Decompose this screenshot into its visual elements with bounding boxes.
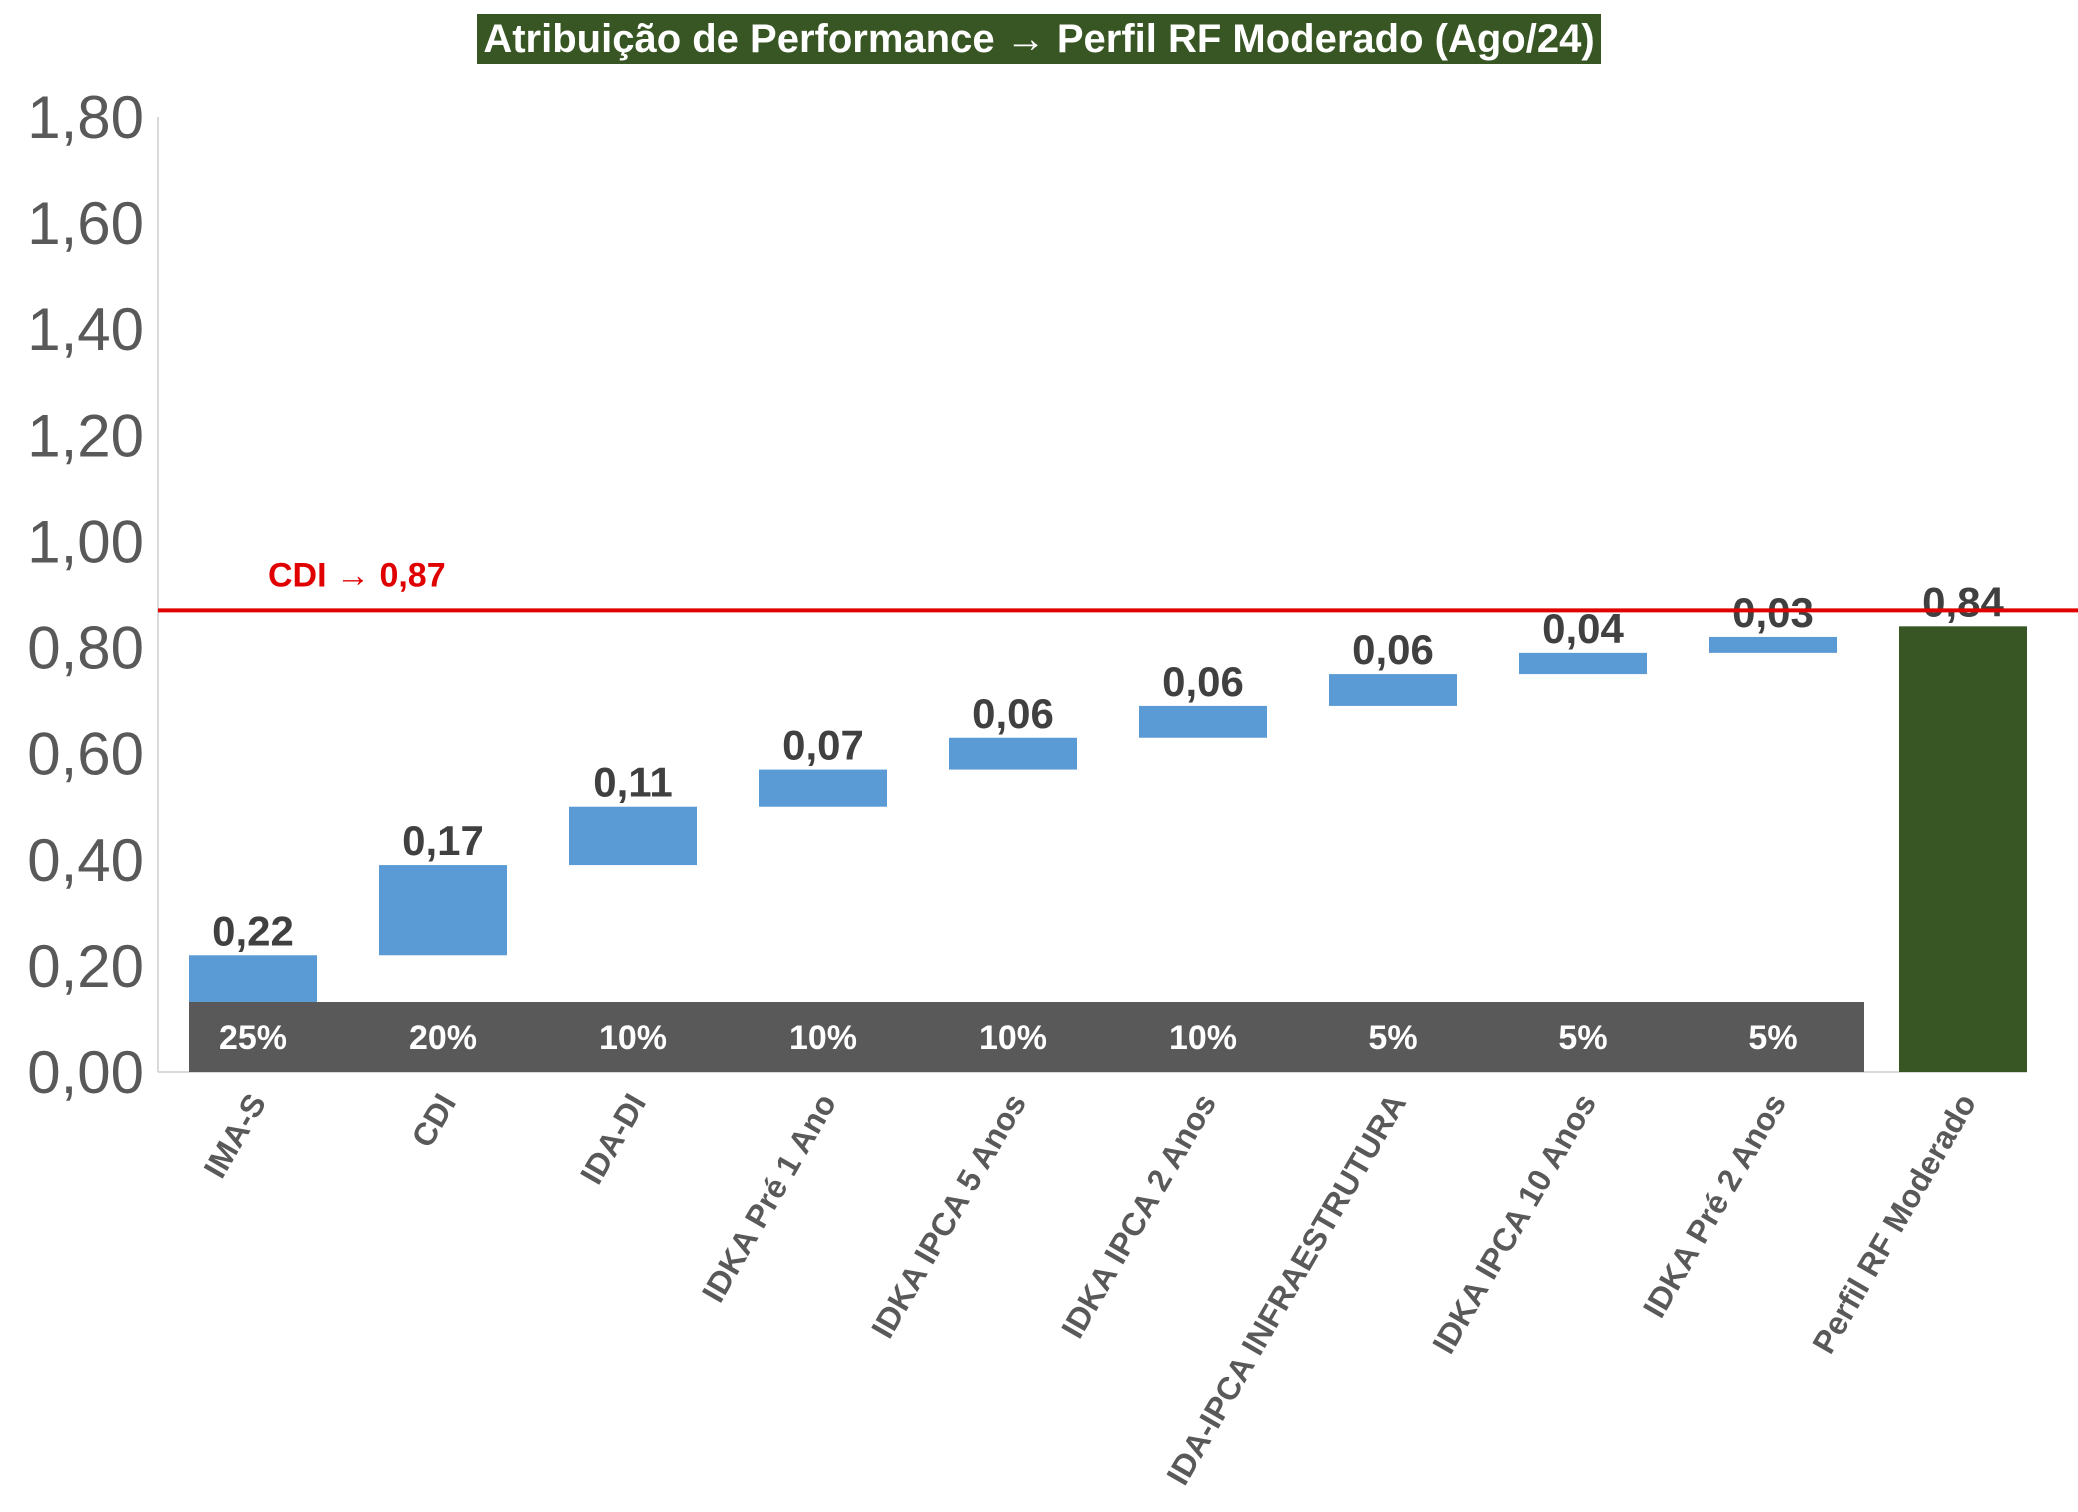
increment-bar [949,737,1077,770]
y-tick-label: 1,60 [27,190,144,257]
weight-label: 10% [1169,1019,1237,1057]
x-category-label: IDKA IPCA 5 Anos [864,1088,1033,1345]
value-label: 0,22 [212,907,294,954]
chart-title: Atribuição de Performance → Perfil RF Mo… [477,14,1601,64]
weight-label: 20% [409,1019,477,1057]
weight-band: 25% 20% 10% 10% 10% 10% 5% 5% 5% [189,1002,1864,1072]
x-category-label: IDKA Pré 1 Ano [695,1088,843,1309]
increment-bar [759,769,887,807]
weight-label: 25% [219,1019,287,1057]
increment-bar [1519,652,1647,675]
y-tick-label: 1,40 [27,296,144,363]
increment-bar [1329,674,1457,706]
increment-bar [1709,636,1837,653]
weight-label: 10% [789,1019,857,1057]
y-tick-label: 0,40 [27,827,144,894]
x-category-label: IDKA IPCA 10 Anos [1425,1088,1603,1360]
reference-line-group: CDI → 0,87 [158,556,2078,613]
x-category-label: IMA-S [197,1088,274,1185]
bars [189,626,2027,1072]
x-category-label: Perfil RF Moderado [1805,1088,1983,1360]
increment-bar [379,865,507,956]
value-label: 0,11 [593,759,672,806]
value-label: 0,06 [1162,658,1244,705]
cdi-reference-label: CDI → 0,87 [268,556,446,594]
weight-label: 5% [1558,1019,1607,1057]
value-label: 0,06 [1352,626,1434,673]
x-category-label: IDA-DI [573,1088,653,1191]
weight-label: 10% [979,1019,1047,1057]
value-label: 0,03 [1732,589,1814,636]
data-labels: 0,22 0,17 0,11 0,07 0,06 0,06 0,06 0,04 0,03 0,84 [212,578,2004,954]
increment-bar [569,806,697,866]
y-tick-label: 1,20 [27,402,144,469]
value-label: 0,06 [972,690,1054,737]
weight-label: 5% [1748,1019,1797,1057]
x-category-label: CDI [404,1088,463,1154]
x-axis-labels: IMA-S CDI IDA-DI IDKA Pré 1 Ano IDKA IPCA 5 … [197,1088,1984,1491]
y-tick-label: 0,00 [27,1039,144,1106]
y-tick-label: 0,60 [27,721,144,788]
weight-label: 10% [599,1019,667,1057]
total-bar [1899,626,2027,1072]
value-label: 0,17 [402,817,484,864]
y-tick-label: 1,80 [27,84,144,151]
value-label: 0,04 [1542,605,1624,652]
x-category-label: IDKA Pré 2 Anos [1636,1088,1793,1324]
chart-title-wrap: Atribuição de Performance → Perfil RF Mo… [0,14,2078,64]
y-tick-label: 1,00 [27,508,144,575]
weight-band-bg [189,1002,1864,1072]
x-category-label: IDKA IPCA 2 Anos [1054,1088,1223,1345]
y-tick-label: 0,20 [27,933,144,1000]
y-tick-label: 0,80 [27,615,144,682]
weight-label: 5% [1368,1019,1417,1057]
increment-bar [1139,705,1267,738]
value-label: 0,84 [1922,578,2004,625]
value-label: 0,07 [782,722,864,769]
y-axis-ticks: 0,00 0,20 0,40 0,60 0,80 1,00 1,20 1,40 1,60 1,80 [27,84,144,1106]
